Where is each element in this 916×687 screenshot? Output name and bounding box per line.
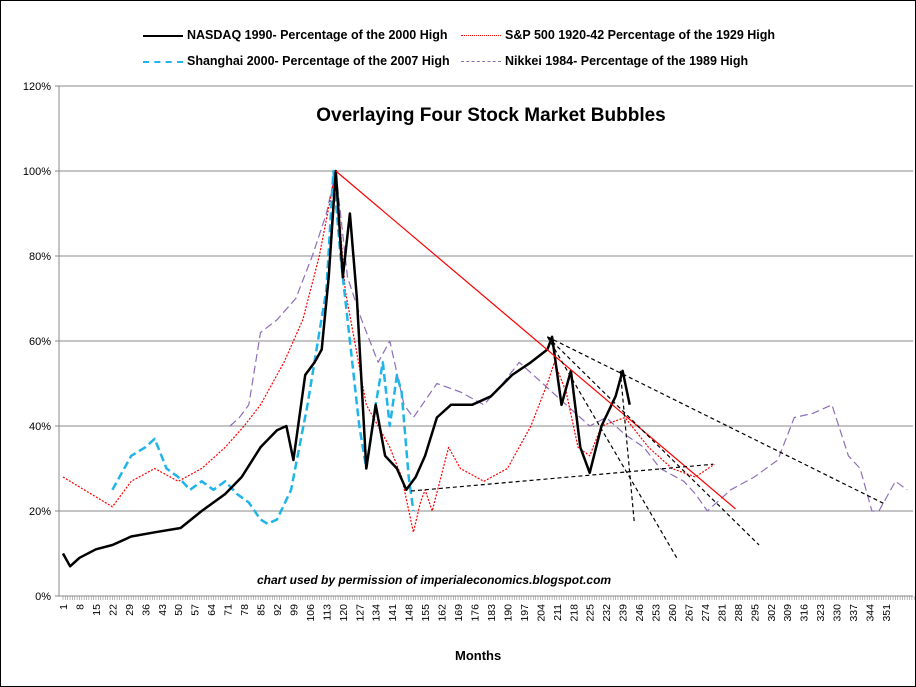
x-tick-label: 316 — [799, 604, 811, 622]
x-tick-label: 344 — [865, 604, 877, 622]
legend-item-shanghai: Shanghai 2000- Percentage of the 2007 Hi… — [143, 54, 450, 68]
x-tick-label: 113 — [321, 604, 333, 621]
legend-label: NASDAQ 1990- Percentage of the 2000 High — [187, 28, 448, 42]
chart-title: Overlaying Four Stock Market Bubbles — [316, 105, 666, 126]
trendline — [335, 170, 736, 510]
x-tick-label: 225 — [585, 604, 597, 622]
x-tick-label: 64 — [206, 604, 218, 616]
x-tick-label: 29 — [124, 604, 136, 616]
legend-label: Nikkei 1984- Percentage of the 1989 High — [505, 54, 749, 68]
trendline — [546, 336, 760, 546]
legend-item-nasdaq: NASDAQ 1990- Percentage of the 2000 High — [143, 28, 448, 42]
y-tick-label: 60% — [29, 336, 51, 348]
x-tick-label: 309 — [782, 604, 794, 622]
x-tick-label: 36 — [140, 604, 152, 616]
legend-swatch-shanghai — [143, 60, 183, 63]
x-tick-label: 169 — [453, 604, 465, 622]
legend-label: Shanghai 2000- Percentage of the 2007 Hi… — [187, 54, 450, 68]
y-tick-label: 20% — [29, 506, 51, 518]
legend-label: S&P 500 1920-42 Percentage of the 1929 H… — [505, 28, 776, 42]
annotation-credit: chart used by permission of imperialecon… — [257, 573, 612, 587]
x-tick-label: 218 — [568, 604, 580, 622]
x-tick-label: 8 — [74, 604, 86, 610]
x-tick-label: 162 — [437, 604, 449, 622]
x-tick-label: 85 — [256, 604, 268, 616]
x-tick-label: 323 — [815, 604, 827, 622]
x-tick-label: 204 — [535, 604, 547, 622]
x-tick-label: 302 — [766, 604, 778, 622]
x-tick-label: 155 — [420, 604, 432, 622]
trendline — [546, 336, 678, 559]
x-tick-label: 239 — [618, 604, 630, 622]
legend-item-sp500: S&P 500 1920-42 Percentage of the 1929 H… — [461, 28, 775, 42]
x-tick-label: 15 — [91, 604, 103, 616]
x-tick-label: 106 — [305, 604, 317, 622]
x-tick-label: 253 — [651, 604, 663, 622]
x-tick-label: 57 — [190, 604, 202, 616]
x-tick-label: 148 — [404, 604, 416, 622]
y-tick-label: 100% — [23, 166, 51, 178]
series-line-sp500 — [62, 170, 715, 533]
x-tick-label: 43 — [157, 604, 169, 616]
series-line-shanghai — [111, 169, 415, 526]
x-tick-label: 330 — [832, 604, 844, 622]
x-tick-label: 120 — [338, 604, 350, 622]
x-tick-label: 260 — [667, 604, 679, 622]
legend-swatch-nikkei — [461, 61, 501, 63]
series-line-nasdaq — [61, 169, 631, 568]
y-tick-label: 80% — [29, 251, 51, 263]
x-tick-label: 288 — [733, 604, 745, 622]
x-tick-label: 267 — [683, 604, 695, 622]
x-tick-label: 50 — [173, 604, 185, 616]
x-tick-label: 22 — [107, 604, 119, 616]
x-tick-label: 176 — [470, 604, 482, 622]
y-tick-label: 0% — [35, 591, 51, 603]
x-tick-label: 246 — [634, 604, 646, 622]
trendline — [410, 463, 714, 492]
x-tick-label: 127 — [354, 604, 366, 622]
legend-item-nikkei: Nikkei 1984- Percentage of the 1989 High — [461, 54, 748, 68]
x-tick-label: 274 — [700, 604, 712, 622]
trendline — [547, 336, 887, 506]
x-axis-label: Months — [455, 648, 502, 663]
trendline — [619, 370, 635, 524]
x-tick-label: 232 — [601, 604, 613, 622]
x-tick-label: 337 — [848, 604, 860, 622]
x-tick-label: 351 — [881, 604, 893, 622]
y-tick-label: 40% — [29, 421, 51, 433]
x-tick-label: 99 — [288, 604, 300, 616]
x-tick-label: 190 — [502, 604, 514, 622]
x-tick-label: 92 — [272, 604, 284, 616]
x-tick-label: 183 — [486, 604, 498, 622]
x-tick-label: 71 — [223, 604, 235, 616]
x-tick-label: 141 — [387, 604, 399, 622]
y-tick-label: 120% — [23, 81, 51, 93]
x-tick-label: 281 — [716, 604, 728, 622]
x-tick-label: 295 — [749, 604, 761, 622]
x-tick-label: 78 — [239, 604, 251, 616]
legend-swatch-sp500 — [461, 35, 501, 37]
x-tick-label: 1 — [58, 604, 70, 610]
x-tick-label: 211 — [552, 604, 564, 621]
legend-swatch-nasdaq — [143, 34, 183, 37]
series-line-nikkei — [229, 170, 908, 512]
x-tick-label: 134 — [371, 604, 383, 622]
x-tick-label: 197 — [519, 604, 531, 622]
